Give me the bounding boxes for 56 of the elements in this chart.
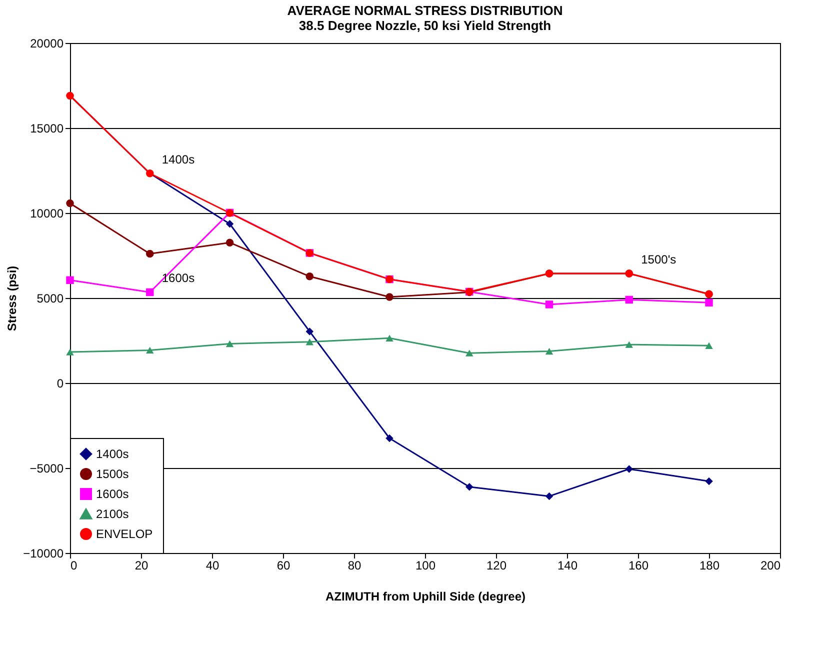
point	[66, 348, 74, 356]
x-tick-label: 80	[348, 558, 362, 572]
point	[386, 293, 394, 301]
y-tick-label: 10000	[30, 206, 64, 220]
point	[146, 346, 154, 354]
point	[306, 272, 314, 280]
point	[705, 477, 713, 486]
point	[466, 482, 474, 491]
point	[226, 220, 234, 228]
x-axis-title: AZIMUTH from Uphill Side (degree)	[325, 590, 526, 604]
legend-label: ENVELOP	[96, 527, 153, 541]
point	[66, 199, 74, 208]
legend-label: 1500s	[96, 467, 129, 481]
x-tick-label: 200	[760, 558, 781, 572]
point	[66, 276, 74, 284]
point	[386, 334, 394, 342]
point	[226, 340, 234, 348]
point	[705, 298, 713, 306]
legend-label: 1400s	[96, 447, 129, 461]
annotation: 1500's	[641, 252, 676, 267]
point	[545, 348, 554, 355]
y-tick-label: 15000	[30, 122, 64, 136]
x-tick-label: 40	[206, 558, 220, 572]
x-tick-label: 120	[486, 558, 507, 572]
y-tick-label: 0	[56, 376, 64, 390]
legend-label: 2100s	[96, 507, 129, 521]
y-tick-label: −10000	[23, 546, 64, 560]
point	[545, 492, 554, 500]
x-tick-label: 160	[628, 558, 649, 572]
point	[306, 338, 314, 346]
point	[386, 434, 394, 442]
point	[146, 250, 154, 258]
x-tick-label: 100	[415, 558, 436, 572]
point	[545, 300, 554, 308]
x-tick-label: 180	[699, 558, 720, 572]
point	[625, 296, 633, 304]
point	[226, 238, 234, 246]
y-tick-label: −5000	[30, 462, 64, 476]
point	[705, 342, 713, 349]
annotation: 1600s	[162, 271, 195, 286]
annotation: 1400s	[162, 152, 195, 166]
x-tick-label: 0	[70, 558, 78, 572]
point	[306, 328, 314, 336]
point	[146, 288, 154, 296]
x-tick-label: 20	[134, 558, 148, 572]
x-tick-label: 60	[276, 558, 290, 572]
point	[625, 341, 633, 348]
x-tick-label: 140	[557, 558, 578, 572]
y-axis-title: Stress (psi)	[5, 266, 20, 332]
y-tick-label: 20000	[30, 36, 64, 50]
text: 38.5 Degree Nozzle, 50 ksi Yield Strength	[298, 18, 552, 33]
legend-label: 1600s	[96, 487, 129, 501]
point	[625, 465, 633, 473]
point	[466, 350, 474, 356]
text: AVERAGE NORMAL STRESS DISTRIBUTION	[287, 3, 563, 18]
y-tick-label: 5000	[36, 292, 64, 306]
